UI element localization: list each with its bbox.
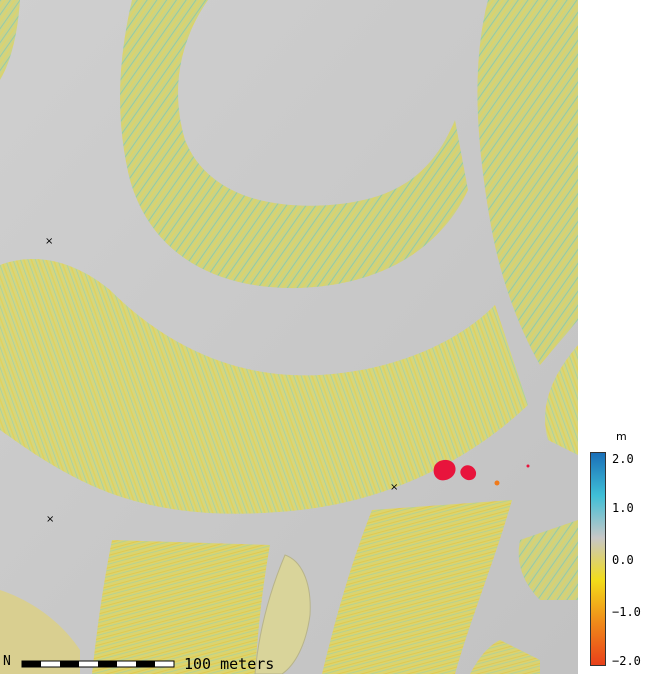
north-arrow: N (3, 654, 11, 669)
change-hotspot-1 (433, 459, 456, 481)
colorbar (590, 452, 606, 666)
change-hotspot-2 (460, 465, 477, 481)
colorbar-tick-2: 0.0 (612, 553, 634, 567)
field-large-arc (0, 259, 528, 514)
scale-label: 100 meters (184, 655, 275, 673)
marker-x-1: × (45, 236, 53, 247)
scale-bar (21, 660, 175, 668)
field-right-mid (545, 345, 578, 455)
colorbar-tick-1: 1.0 (612, 501, 634, 515)
legend-unit: m (616, 430, 627, 443)
field-bottom-left (92, 540, 270, 674)
colorbar-tick-0: 2.0 (612, 452, 634, 466)
marker-x-2: × (46, 514, 54, 525)
change-hotspot-4 (526, 464, 530, 468)
field-bottom-center (322, 500, 512, 674)
marker-x-3: × (390, 482, 398, 493)
colorbar-tick-3: −1.0 (612, 605, 641, 619)
colorbar-tick-4: −2.0 (612, 654, 641, 668)
field-bottom-left-edge (0, 590, 80, 674)
field-top-left-edge (0, 0, 20, 80)
field-right-top (477, 0, 578, 365)
elevation-change-map: × × × (0, 0, 578, 674)
stockpile-mound (254, 554, 311, 674)
field-c-shaped (120, 0, 468, 289)
field-bottom-right (518, 520, 578, 600)
field-bottom-corner (470, 640, 540, 674)
change-hotspot-3 (494, 480, 500, 486)
